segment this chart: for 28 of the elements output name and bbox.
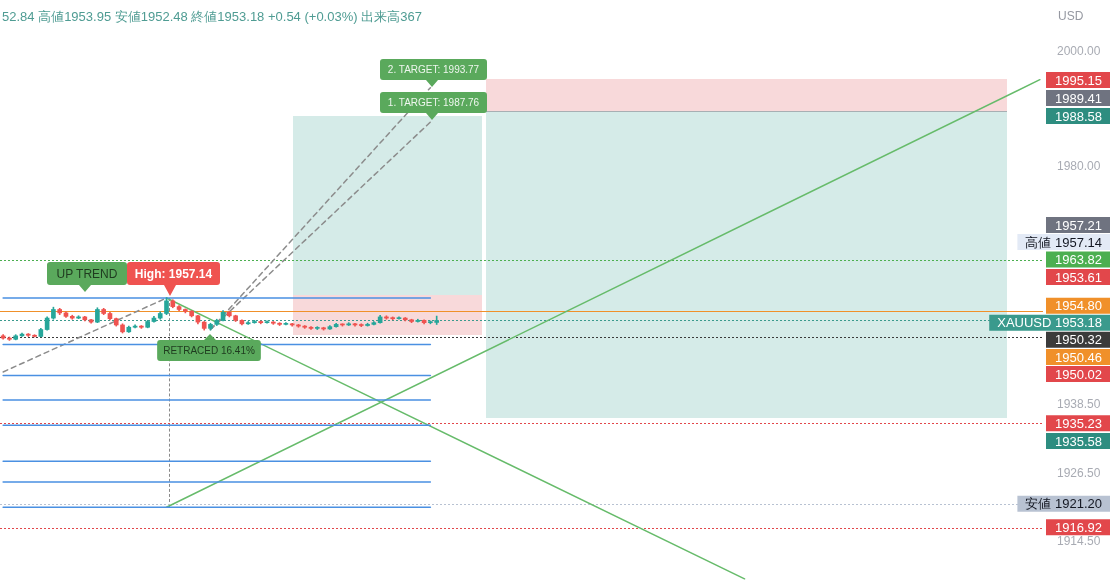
text: 1988.58 [1055, 108, 1102, 124]
y-tick-label: 1914.50 [1057, 534, 1101, 549]
annotation: UP TREND [56, 266, 118, 281]
text: 1935.58 [1055, 433, 1102, 449]
ref-line-label: XAUUSD 1953.18 [997, 315, 1102, 331]
annotation: 高値 1957.14 [1025, 234, 1102, 250]
text: 1989.41 [1055, 90, 1102, 106]
ref-line-label: 1963.82 [1055, 252, 1102, 268]
text: 1995.15 [1055, 72, 1102, 88]
annotation: 2. TARGET: 1993.77 [387, 64, 480, 76]
annotation: RETRACED 16.41% [163, 345, 255, 357]
y-tick-label: 1926.50 [1057, 465, 1101, 480]
ref-line-label: 1954.80 [1055, 298, 1102, 314]
annotation: High: 1957.14 [134, 266, 213, 281]
y-axis-title: USD [1058, 9, 1084, 24]
text: 52.84 高値1953.95 安値1952.48 終値1953.18 +0.54 (+0.03%) 出来高367 [2, 8, 422, 24]
ref-line-label: 1916.92 [1055, 519, 1102, 535]
y-tick-label: 1938.50 [1057, 396, 1101, 411]
ref-line-label: 1950.32 [1055, 332, 1102, 348]
ref-line-label: 1935.23 [1055, 415, 1102, 431]
text: 1953.61 [1055, 269, 1102, 285]
y-tick-label: 1980.00 [1057, 159, 1101, 174]
text: 1950.46 [1055, 349, 1102, 365]
text: 1957.21 [1055, 217, 1102, 233]
y-tick-label: 2000.00 [1057, 44, 1101, 59]
text: 1950.02 [1055, 366, 1102, 382]
annotation: 1. TARGET: 1987.76 [387, 97, 480, 109]
ref-line-label: 安値 1921.20 [1025, 496, 1102, 512]
